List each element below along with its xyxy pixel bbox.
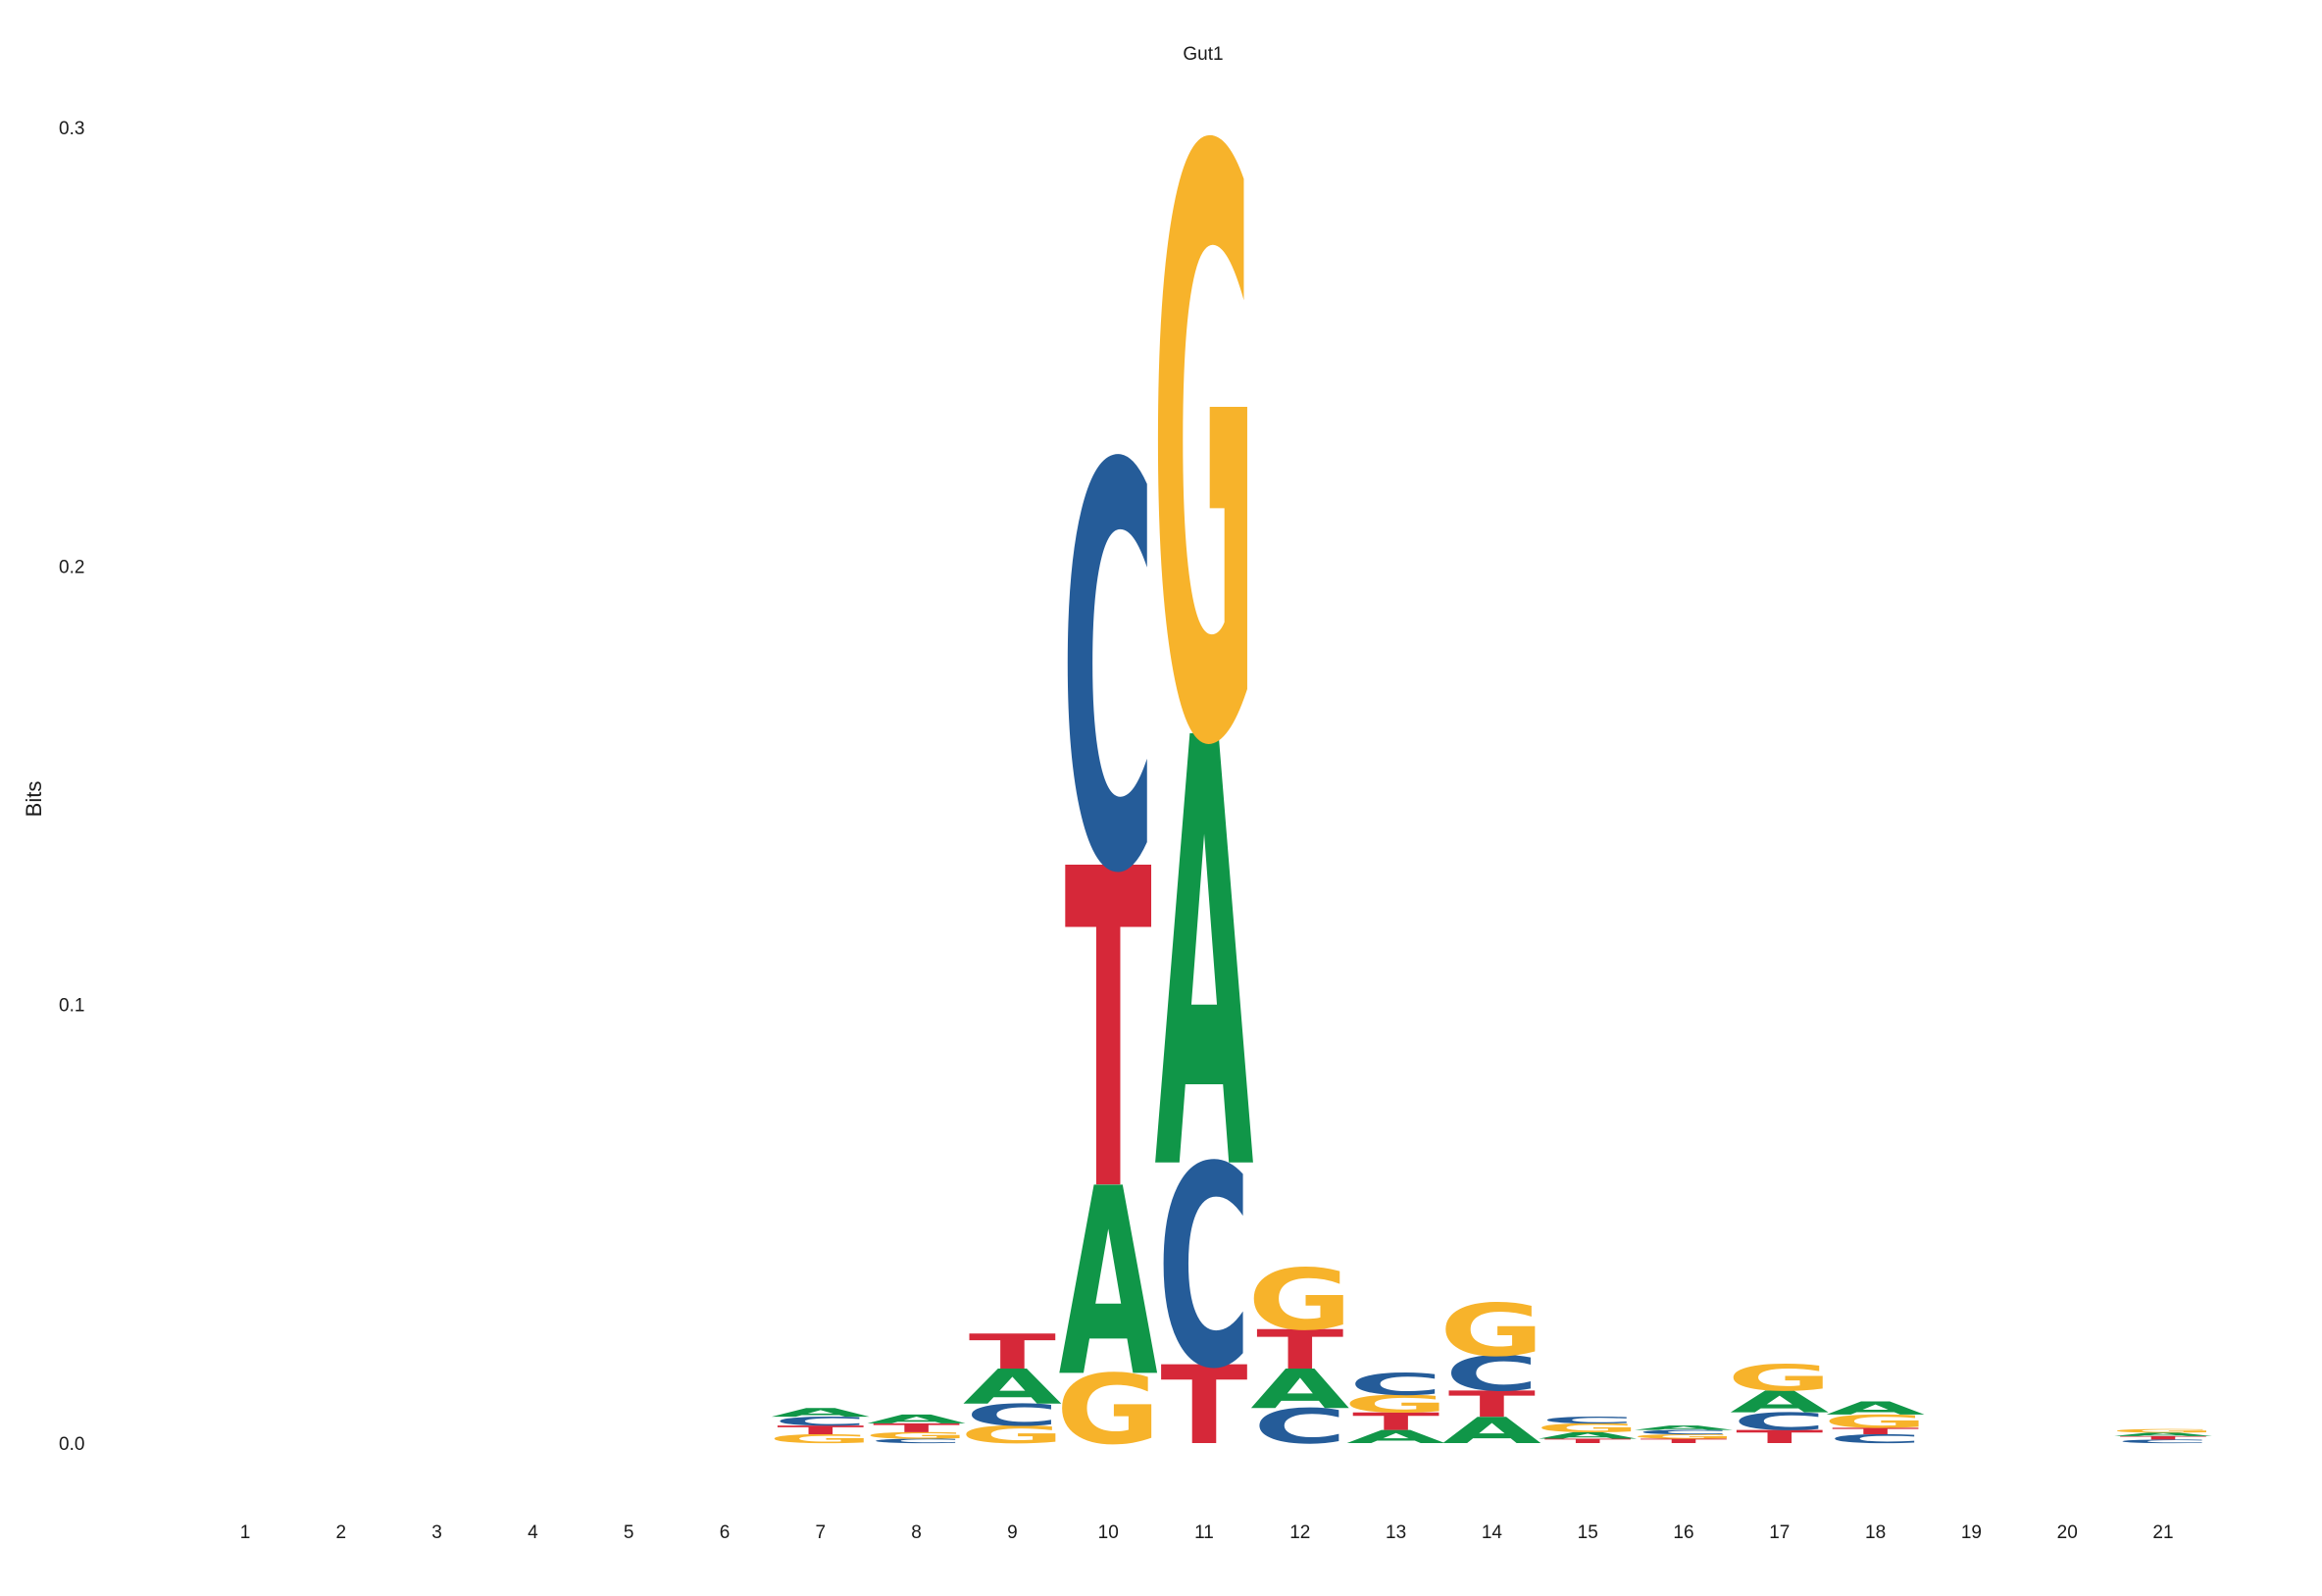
logo-letter-g: G: [1343, 1390, 1448, 1418]
logo-letter-t: T: [777, 1423, 864, 1437]
x-tick-label: 8: [911, 1522, 922, 1543]
logo-letter-g: G: [1439, 1289, 1544, 1372]
logo-letter-g: G: [1631, 1433, 1736, 1440]
logo-letter-c: C: [965, 1398, 1059, 1433]
logo-letter-c: C: [870, 1437, 964, 1444]
logo-letter-t: T: [1256, 1319, 1343, 1381]
y-tick-label: 0.1: [59, 996, 84, 1017]
x-tick-label: 6: [720, 1522, 731, 1543]
logo-letter-c: C: [2116, 1438, 2210, 1444]
logo-letter-a: A: [1442, 1410, 1541, 1452]
logo-letter-g: G: [2110, 1428, 2215, 1434]
x-tick-label: 11: [1194, 1522, 1214, 1543]
logo-letter-a: A: [1826, 1398, 1925, 1419]
logo-letter-c: C: [774, 1415, 868, 1428]
logo-letter-t: T: [873, 1421, 960, 1434]
logo-letter-g: G: [1536, 1421, 1641, 1434]
logo-letter-t: T: [969, 1324, 1056, 1380]
logo-letter-c: C: [1829, 1432, 1923, 1446]
x-tick-label: 18: [1865, 1522, 1886, 1543]
logo-letter-a: A: [1250, 1358, 1350, 1421]
x-tick-label: 15: [1578, 1522, 1598, 1543]
logo-letter-t: T: [1544, 1437, 1632, 1444]
logo-letter-a: A: [771, 1406, 870, 1420]
logo-letter-t: T: [2119, 1435, 2206, 1441]
logo-letter-t: T: [1832, 1426, 1919, 1437]
x-tick-label: 7: [816, 1522, 827, 1543]
logo-letter-a: A: [1730, 1385, 1829, 1421]
logo-letter-c: C: [1061, 351, 1155, 995]
logo-letter-t: T: [1160, 1343, 1247, 1470]
logo-letter-g: G: [1151, 0, 1256, 923]
logo-letter-g: G: [1247, 1251, 1352, 1349]
logo-letter-t: T: [1736, 1426, 1824, 1447]
logo-letter-a: A: [1634, 1424, 1734, 1431]
x-axis-ticks: 1 2 3 4 5 6 7 8 9 10 11 12 13 14 15 16 17 18 19 20 21: [240, 1522, 2174, 1543]
logo-letter-g: G: [768, 1432, 873, 1446]
x-tick-label: 1: [240, 1522, 251, 1543]
logo-letter-g: G: [1056, 1355, 1161, 1467]
x-tick-label: 17: [1769, 1522, 1790, 1543]
logo-letter-c: C: [1733, 1408, 1827, 1435]
logo-letter-c: C: [1444, 1346, 1539, 1402]
x-tick-label: 5: [624, 1522, 634, 1543]
x-tick-label: 2: [336, 1522, 347, 1543]
logo-letter-a: A: [1539, 1430, 1639, 1441]
logo-letter-a: A: [1154, 618, 1254, 1302]
x-tick-label: 10: [1098, 1522, 1119, 1543]
logo-letter-g: G: [864, 1430, 969, 1441]
logo-letter-g: G: [960, 1421, 1065, 1449]
x-tick-label: 16: [1673, 1522, 1693, 1543]
x-tick-label: 21: [2152, 1522, 2173, 1543]
logo-letter-g: G: [1823, 1411, 1928, 1431]
y-axis-ticks: 0.0 0.1 0.2 0.3: [59, 119, 84, 1455]
logo-letter-c: C: [1253, 1399, 1347, 1455]
logo-letter-c: C: [1637, 1428, 1731, 1435]
logo-letter-c: C: [1349, 1368, 1443, 1403]
logo-letter-a: A: [2113, 1431, 2213, 1437]
x-tick-label: 12: [1289, 1522, 1310, 1543]
x-tick-label: 20: [2057, 1522, 2078, 1543]
logo-letter-t: T: [1640, 1437, 1727, 1444]
chart-title: Gut1: [1183, 44, 1223, 65]
x-tick-label: 19: [1961, 1522, 1982, 1543]
x-tick-label: 13: [1386, 1522, 1406, 1543]
logo-stacks: GTCACGTAGCATGATCTCAGCATGATGCATCGTAGCTGCA…: [768, 0, 2215, 1469]
logo-letter-g: G: [1727, 1357, 1832, 1399]
logo-letter-t: T: [1448, 1383, 1536, 1425]
x-tick-label: 3: [431, 1522, 442, 1543]
y-tick-label: 0.2: [59, 557, 84, 577]
x-tick-label: 14: [1482, 1522, 1503, 1543]
logo-letter-t: T: [1352, 1408, 1439, 1435]
x-tick-label: 9: [1007, 1522, 1018, 1543]
logo-letter-c: C: [1540, 1415, 1635, 1425]
logo-letter-a: A: [867, 1413, 966, 1426]
logo-letter-t: T: [1065, 777, 1153, 1288]
y-axis-label: Bits: [22, 781, 46, 818]
logo-letter-a: A: [963, 1360, 1062, 1416]
y-tick-label: 0.0: [59, 1434, 84, 1455]
logo-letter-a: A: [1059, 1134, 1158, 1435]
x-tick-label: 4: [528, 1522, 538, 1543]
y-tick-label: 0.3: [59, 119, 84, 139]
logo-letter-c: C: [1157, 1108, 1251, 1430]
logo-letter-a: A: [1346, 1426, 1445, 1447]
